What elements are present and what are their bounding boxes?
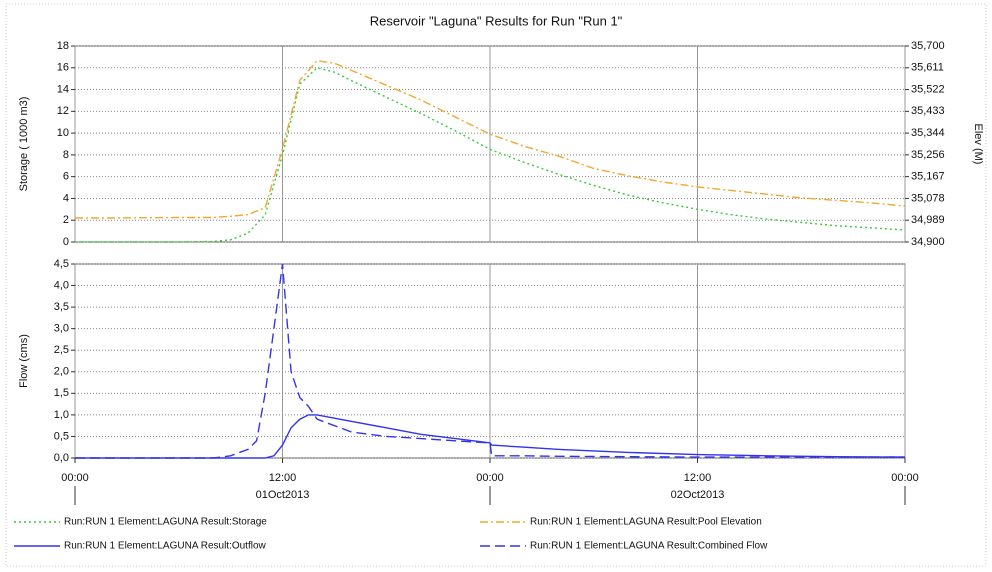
x-tick-label: 12:00: [269, 472, 297, 484]
y2-tick-label: 35,611: [911, 62, 944, 74]
y2-tick-label: 35,256: [911, 149, 945, 161]
date-label: 02Oct2013: [671, 489, 725, 501]
frame: [5, 3, 987, 567]
y-tick-label: 4,0: [54, 279, 69, 291]
chart-title: Reservoir "Laguna" Results for Run "Run …: [370, 13, 623, 28]
y2-tick-label: 34,989: [911, 214, 945, 226]
y-tick-label: 1,5: [54, 387, 69, 399]
y-tick-label: 10: [57, 127, 69, 139]
legend-label: Run:RUN 1 Element:LAGUNA Result:Outflow: [64, 541, 267, 552]
y2-tick-label: 35,167: [911, 171, 945, 183]
y-tick-label: 8: [63, 149, 69, 161]
x-tick-label: 00:00: [891, 472, 919, 484]
y-tick-label: 2,0: [54, 366, 69, 378]
series-line: [75, 59, 906, 219]
y-tick-label: 12: [57, 105, 69, 117]
legend-label: Run:RUN 1 Element:LAGUNA Result:Pool Ele…: [530, 517, 762, 528]
date-label: 01Oct2013: [256, 489, 310, 501]
legend-label: Run:RUN 1 Element:LAGUNA Result:Storage: [64, 517, 267, 528]
y2-tick-label: 34,900: [911, 236, 945, 248]
series-line: [75, 263, 905, 459]
y-tick-label: 3,5: [54, 301, 69, 313]
y2-axis-label: Elev (M): [972, 124, 984, 165]
y2-tick-label: 35,522: [911, 83, 945, 95]
y2-tick-label: 35,078: [911, 192, 945, 204]
y2-tick-label: 35,433: [911, 105, 945, 117]
y-tick-label: 6: [63, 171, 69, 183]
y-tick-label: 2,5: [54, 344, 69, 356]
y-tick-label: 4,5: [54, 258, 69, 270]
y-axis-label: Flow (cms): [18, 334, 30, 388]
series-line: [75, 414, 906, 459]
y-tick-label: 4: [63, 192, 69, 204]
y-tick-label: 14: [57, 83, 69, 95]
y-tick-label: 16: [57, 62, 69, 74]
x-tick-label: 00:00: [61, 472, 89, 484]
y-tick-label: 0,5: [54, 430, 69, 442]
y-tick-label: 18: [57, 40, 69, 52]
y-tick-label: 0,0: [54, 452, 69, 464]
y-tick-label: 1,0: [54, 409, 69, 421]
legend-label: Run:RUN 1 Element:LAGUNA Result:Combined…: [530, 541, 768, 552]
y-tick-label: 2: [63, 214, 69, 226]
x-tick-label: 12:00: [684, 472, 712, 484]
y-tick-label: 3,0: [54, 323, 69, 335]
x-tick-label: 00:00: [476, 472, 504, 484]
y2-tick-label: 35,344: [911, 127, 945, 139]
y2-tick-label: 35,700: [911, 40, 945, 52]
y-tick-label: 0: [63, 236, 69, 248]
y-axis-label: Storage ( 1000 m3): [18, 97, 30, 192]
